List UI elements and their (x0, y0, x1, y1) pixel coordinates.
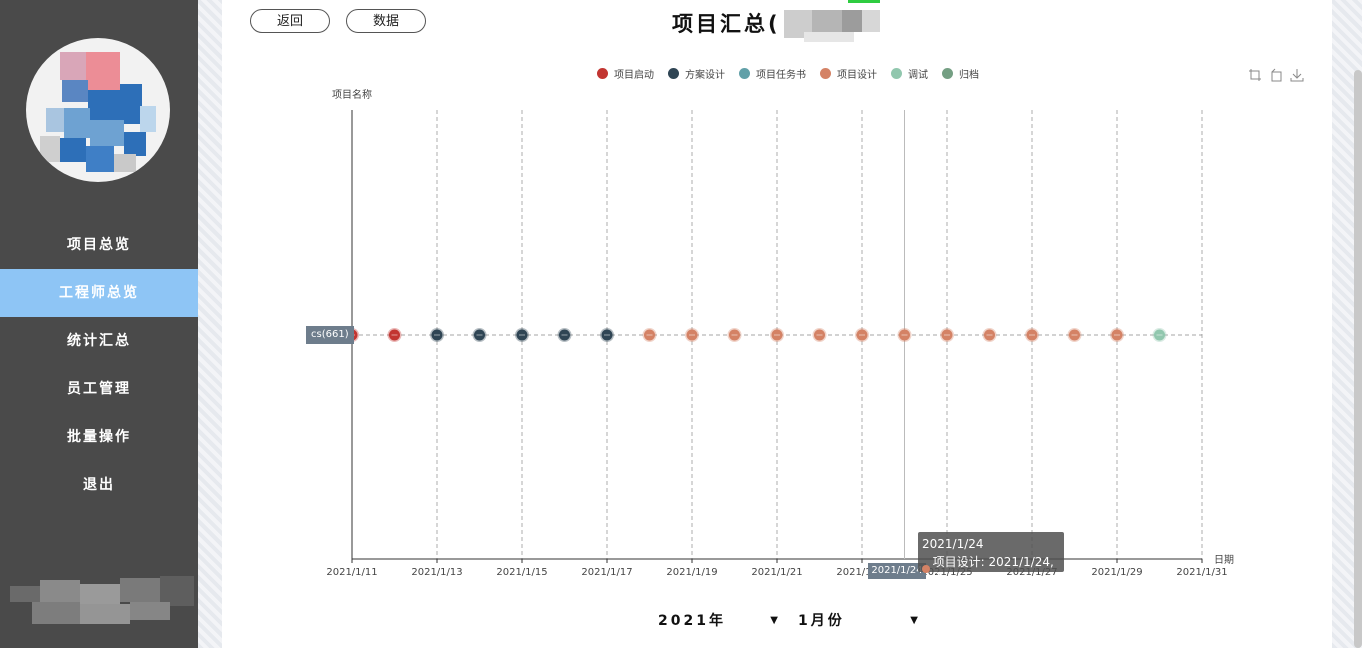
nav-item-engineer-overview[interactable]: 工程师总览 (0, 269, 198, 317)
x-tick-label: 2021/1/17 (581, 567, 632, 578)
legend-item-project-design[interactable]: 项目设计 (820, 66, 877, 81)
legend-item-scheme-design[interactable]: 方案设计 (668, 66, 725, 81)
page-title: 项目汇总( (672, 12, 781, 36)
x-tick-label: 2021/1/25 (921, 567, 972, 578)
tooltip-entry: 项目设计: 2021/1/24, 0 (932, 555, 1054, 584)
nav-item-statistics[interactable]: 统计汇总 (67, 333, 131, 349)
tooltip-date: 2021/1/24 (922, 537, 984, 551)
download-icon[interactable] (1290, 68, 1304, 82)
legend-label: 调试 (908, 69, 928, 81)
timeline-chart: 2021/1/11 2021/1/13 2021/1/15 2021/1/17 2021… (326, 88, 1234, 578)
year-select[interactable]: 2021年 ▼ (658, 610, 778, 630)
main-content: 返回 数据 项目汇总( 项目启动 方案设计 项目任务书 项目设计 调试 (222, 0, 1332, 648)
legend-dot (597, 67, 608, 79)
legend-label: 方案设计 (685, 69, 725, 81)
sidebar-nav: 项目总览 工程师总览 统计汇总 员工管理 批量操作 退出 (0, 221, 198, 509)
legend-item-debug[interactable]: 调试 (891, 66, 928, 81)
nav-item-logout[interactable]: 退出 (83, 477, 115, 493)
caret-down-icon: ▼ (770, 614, 778, 626)
page-scrollbar[interactable] (1354, 70, 1362, 648)
x-tick-label: 2021/1/29 (1091, 567, 1142, 578)
x-tick-label: 2021/1/15 (496, 567, 547, 578)
x-tick-label: 2021/1/23 (836, 567, 887, 578)
x-tick-label: 2021/1/21 (751, 567, 802, 578)
title-redacted (784, 6, 880, 42)
nav-item-staff-management[interactable]: 员工管理 (67, 381, 131, 397)
back-button[interactable]: 返回 (250, 9, 330, 33)
chart-toolbox (1248, 68, 1304, 82)
logo-image (40, 48, 156, 172)
date-selectors: 2021年 ▼ 1月份 ▼ (658, 610, 918, 630)
x-tick-label: 2021/1/27 (1006, 567, 1057, 578)
status-indicator (848, 0, 880, 3)
legend-dot (942, 67, 953, 79)
zoom-icon[interactable] (1248, 68, 1262, 82)
category-axis-pointer-label: cs(661) (306, 326, 354, 344)
background-pattern-left (198, 0, 222, 648)
legend-dot (739, 67, 750, 79)
x-tick-label: 2021/1/11 (326, 567, 377, 578)
legend-dot (668, 67, 679, 79)
chart-legend: 项目启动 方案设计 项目任务书 项目设计 调试 归档 (597, 66, 979, 81)
legend-item-archive[interactable]: 归档 (942, 66, 979, 81)
chart-tooltip: 2021/1/24 项目设计: 2021/1/24, 0 (918, 532, 1064, 584)
legend-dot (891, 67, 902, 79)
nav-item-project-overview[interactable]: 项目总览 (67, 237, 131, 253)
month-select[interactable]: 1月份 ▼ (798, 610, 918, 630)
data-button[interactable]: 数据 (346, 9, 426, 33)
company-logo (26, 38, 170, 182)
x-tick-label: 2021/1/31 (1176, 567, 1227, 578)
nav-item-batch-operations[interactable]: 批量操作 (67, 429, 131, 445)
legend-label: 归档 (959, 69, 979, 81)
date-axis-pointer-label: 2021/1/24 (868, 563, 926, 579)
year-select-value: 2021年 (658, 613, 726, 629)
legend-dot (820, 67, 831, 79)
caret-down-icon: ▼ (910, 614, 918, 626)
legend-label: 项目启动 (614, 69, 654, 81)
sidebar: 项目总览 工程师总览 统计汇总 员工管理 批量操作 退出 (0, 0, 198, 648)
legend-item-task-book[interactable]: 项目任务书 (739, 66, 806, 81)
legend-item-project-start[interactable]: 项目启动 (597, 66, 654, 81)
company-name-redacted (10, 574, 200, 630)
legend-label: 项目任务书 (756, 69, 806, 81)
x-tick-label: 2021/1/13 (411, 567, 462, 578)
month-select-value: 1月份 (798, 613, 845, 629)
y-axis-title: 项目名称 (332, 88, 372, 101)
x-axis-title: 日期 (1214, 554, 1234, 566)
legend-label: 项目设计 (837, 69, 877, 81)
zoom-reset-icon[interactable] (1269, 68, 1283, 82)
tooltip-dot (922, 564, 930, 573)
x-tick-label: 2021/1/19 (666, 567, 717, 578)
